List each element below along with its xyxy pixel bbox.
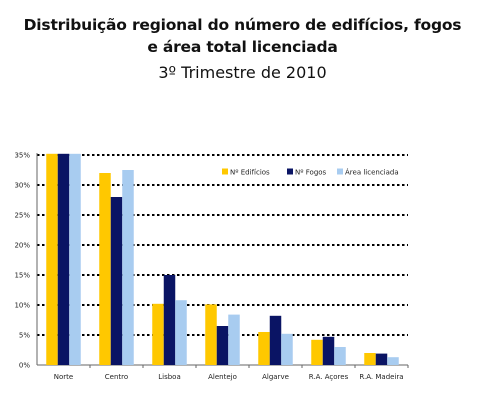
bar-area: [281, 333, 293, 365]
bar-area: [387, 357, 399, 365]
bar-area: [175, 300, 187, 365]
legend-swatch: [222, 168, 228, 175]
y-tick-label: 5%: [19, 332, 30, 340]
bar-edificios: [311, 339, 323, 365]
y-tick-label: 10%: [14, 302, 30, 310]
chart-title-line-1: Distribuição regional do número de edifí…: [23, 16, 462, 34]
bar-fogos: [269, 315, 282, 365]
gridlines: [37, 154, 408, 336]
x-tick-label: Algarve: [262, 373, 289, 381]
legend-swatch: [287, 168, 293, 175]
x-tick-label: R.A. Madeira: [359, 373, 403, 381]
bar-fogos: [163, 275, 176, 365]
legend-label: Área licenciada: [345, 168, 399, 177]
bar-edificios: [99, 173, 111, 365]
bar-area: [122, 170, 134, 365]
bar-edificios: [46, 153, 58, 365]
y-tick-label: 25%: [14, 212, 30, 220]
bar-fogos: [57, 153, 70, 365]
y-tick-label: 15%: [14, 272, 30, 280]
bars: [46, 153, 399, 365]
bar-fogos: [216, 326, 229, 365]
bar-area: [69, 153, 81, 365]
y-tick-label: 0%: [19, 362, 30, 370]
x-tick-label: Norte: [54, 373, 73, 381]
bar-area: [334, 347, 346, 365]
chart-subtitle: 3º Trimestre de 2010: [158, 63, 327, 82]
bar-edificios: [364, 353, 376, 365]
bar-edificios: [258, 332, 270, 365]
legend: Nº Edifícios Nº Fogos Área licenciada: [222, 168, 399, 177]
x-tick-label: Lisboa: [158, 373, 181, 381]
bar-fogos: [322, 336, 335, 365]
y-tick-label: 20%: [14, 242, 30, 250]
y-tick-label: 35%: [14, 152, 30, 160]
bar-edificios: [152, 303, 164, 365]
legend-label: Nº Fogos: [295, 169, 327, 177]
bar-edificios: [205, 304, 217, 365]
legend-swatch: [337, 168, 343, 175]
bar-fogos: [110, 197, 123, 365]
x-tick-label: R.A. Açores: [309, 373, 349, 381]
x-tick-label: Alentejo: [208, 373, 237, 381]
bar-fogos: [375, 353, 388, 365]
legend-label: Nº Edifícios: [230, 169, 270, 177]
y-tick-label: 30%: [14, 182, 30, 190]
chart-title-line-2: e área total licenciada: [147, 38, 338, 56]
bar-area: [228, 314, 240, 365]
chart-title-block: Distribuição regional do número de edifí…: [0, 14, 485, 84]
x-tick-label: Centro: [105, 373, 128, 381]
